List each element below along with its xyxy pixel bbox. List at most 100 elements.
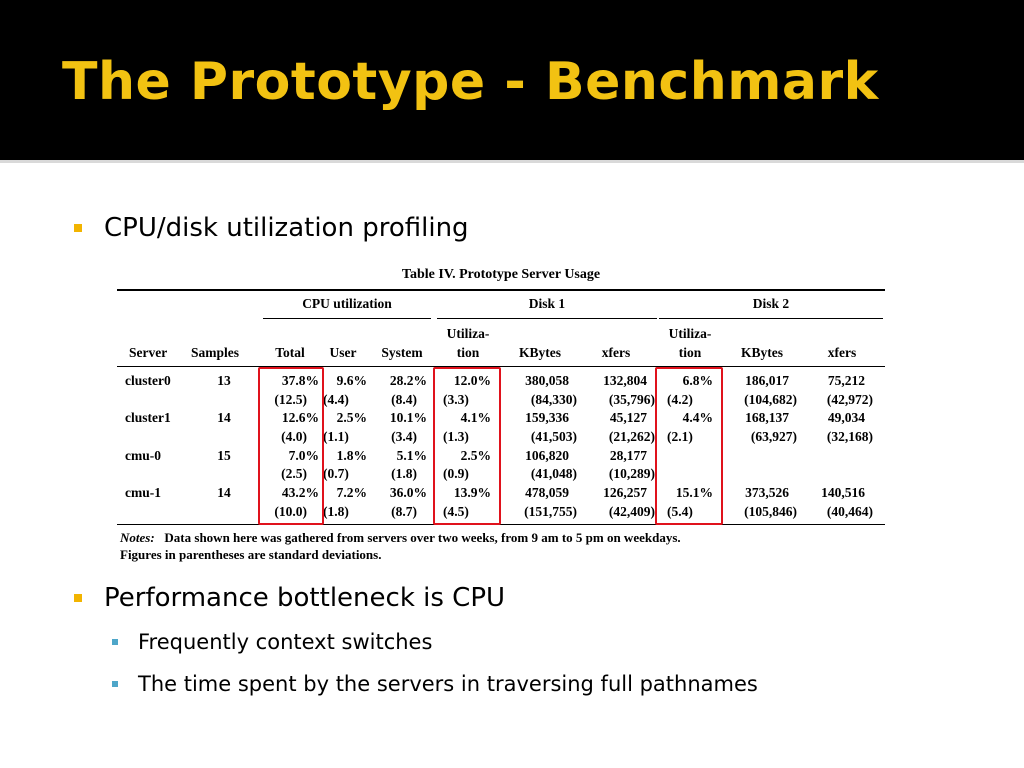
highlight-box-disk1-utilization (433, 367, 501, 525)
notes-line-1: Data shown here was gathered from server… (164, 530, 681, 545)
table-cell-xfers1: 126,257 (603, 485, 647, 500)
slide-content (0, 163, 1024, 768)
table-cell-sd-util1: (1.3) (443, 429, 469, 444)
header-xfers1: xfers (601, 345, 631, 360)
header-kbytes2: KBytes (741, 345, 783, 360)
table-cell-system: 5.1% (396, 448, 427, 463)
table-cell-sd-kbytes1: (151,755) (524, 504, 577, 519)
slide-title: The Prototype - Benchmark (62, 52, 879, 112)
table-cell-system: 36.0% (389, 485, 427, 500)
square-bullet-icon (112, 681, 118, 687)
table-cell-sd-util1: (4.5) (443, 504, 469, 519)
table-cell-xfers2: 75,212 (827, 373, 865, 388)
table-cell-total: 43.2% (281, 485, 319, 500)
table-cell-util1: 2.5% (460, 448, 491, 463)
bullet-text: Performance bottleneck is CPU (104, 583, 506, 613)
table-cell-samples: 15 (217, 448, 231, 463)
header-system: System (381, 345, 423, 360)
table-cell-sd-user: (4.4) (323, 392, 349, 407)
table-cell-sd-util1: (3.3) (443, 392, 469, 407)
table-notes: Notes: Data shown here was gathered from… (120, 529, 681, 563)
table-cell-sd-xfers2: (40,464) (826, 504, 873, 519)
table-cell-sd-system: (3.4) (391, 429, 417, 444)
sub-bullet-context-switches: Frequently context switches (112, 630, 432, 654)
table-cell-sd-util2: (4.2) (667, 392, 693, 407)
table-cell-kbytes1: 159,336 (525, 410, 569, 425)
table-cell-sd-kbytes1: (41,048) (530, 466, 577, 481)
table-cell-sd-kbytes2: (104,682) (744, 392, 797, 407)
sub-bullet-text: The time spent by the servers in travers… (138, 672, 758, 696)
table-cell-kbytes2: 373,526 (745, 485, 789, 500)
table-cell-user: 1.8% (336, 448, 367, 463)
square-bullet-icon (74, 594, 82, 602)
table-cell-kbytes2: 168,137 (745, 410, 789, 425)
table-cell-system: 28.2% (389, 373, 427, 388)
bullet-text: CPU/disk utilization profiling (104, 213, 469, 243)
table-cell-util2: 15.1% (675, 485, 713, 500)
table-cell-sd-kbytes1: (84,330) (530, 392, 577, 407)
disk1-group-rule (437, 318, 657, 319)
table-cell-sd-util2: (2.1) (667, 429, 693, 444)
table-cell-util2: 4.4% (682, 410, 713, 425)
table-cell-user: 9.6% (336, 373, 367, 388)
header-server: Server (129, 345, 168, 360)
table-cell-user: 7.2% (336, 485, 367, 500)
table-cell-sd-kbytes2: (105,846) (744, 504, 797, 519)
square-bullet-icon (74, 224, 82, 232)
disk2-group-rule (659, 318, 883, 319)
title-bar: The Prototype - Benchmark (0, 0, 1024, 160)
title-divider (0, 160, 1024, 163)
table-cell-samples: 14 (217, 485, 231, 500)
header-xfers2: xfers (827, 345, 857, 360)
table-cell-xfers2: 140,516 (821, 485, 865, 500)
table-cell-util2: 6.8% (682, 373, 713, 388)
table-cell-total: 12.6% (281, 410, 319, 425)
header-kbytes1: KBytes (519, 345, 561, 360)
table-cell-util1: 12.0% (453, 373, 491, 388)
table-cell-samples: 14 (217, 410, 231, 425)
table-cell-system: 10.1% (389, 410, 427, 425)
table-cell-xfers1: 132,804 (603, 373, 647, 388)
sub-bullet-text: Frequently context switches (138, 630, 433, 654)
table-top-rule (117, 289, 885, 291)
table-cell-xfers2: 49,034 (827, 410, 865, 425)
table-cell-user: 2.5% (336, 410, 367, 425)
table-cell-kbytes1: 106,820 (525, 448, 569, 463)
table-bottom-rule (117, 524, 885, 525)
table-cell-server: cmu-0 (125, 448, 161, 463)
table-cell-server: cluster1 (125, 410, 171, 425)
table-cell-sd-user: (1.1) (323, 429, 349, 444)
table-cell-sd-xfers2: (42,972) (826, 392, 873, 407)
table-cell-server: cmu-1 (125, 485, 161, 500)
table-cell-xfers1: 28,177 (609, 448, 647, 463)
table-cell-sd-system: (8.7) (391, 504, 417, 519)
table-cell-samples: 13 (217, 373, 231, 388)
bullet-cpu-disk-profiling: CPU/disk utilization profiling (74, 213, 469, 243)
table-cell-sd-system: (8.4) (391, 392, 417, 407)
table-cell-sd-util1: (0.9) (443, 466, 469, 481)
table-cell-sd-xfers1: (10,289) (608, 466, 655, 481)
table-cell-sd-kbytes2: (63,927) (750, 429, 797, 444)
header-util1-line2: tion (456, 345, 480, 360)
table-cell-sd-xfers2: (32,168) (826, 429, 873, 444)
group-disk-1: Disk 1 (528, 296, 566, 311)
square-bullet-icon (112, 639, 118, 645)
header-bottom-rule (117, 366, 885, 367)
header-util2-line2: tion (678, 345, 702, 360)
header-total: Total (275, 345, 305, 360)
table-cell-sd-total: (2.5) (281, 466, 307, 481)
table-cell-sd-total: (4.0) (281, 429, 307, 444)
table-cell-sd-xfers1: (42,409) (608, 504, 655, 519)
table-cell-sd-xfers1: (35,796) (608, 392, 655, 407)
table-cell-xfers1: 45,127 (609, 410, 647, 425)
table-cell-sd-total: (12.5) (274, 392, 307, 407)
sub-bullet-pathnames: The time spent by the servers in travers… (112, 672, 758, 696)
table-cell-kbytes1: 380,058 (525, 373, 569, 388)
highlight-box-disk2-utilization (655, 367, 723, 525)
table-cell-sd-util2: (5.4) (667, 504, 693, 519)
table-cell-server: cluster0 (125, 373, 171, 388)
table-cell-util1: 13.9% (453, 485, 491, 500)
server-usage-table: Table IV. Prototype Server Usage CPU uti… (117, 263, 885, 568)
group-disk-2: Disk 2 (752, 296, 790, 311)
table-cell-sd-user: (1.8) (323, 504, 349, 519)
